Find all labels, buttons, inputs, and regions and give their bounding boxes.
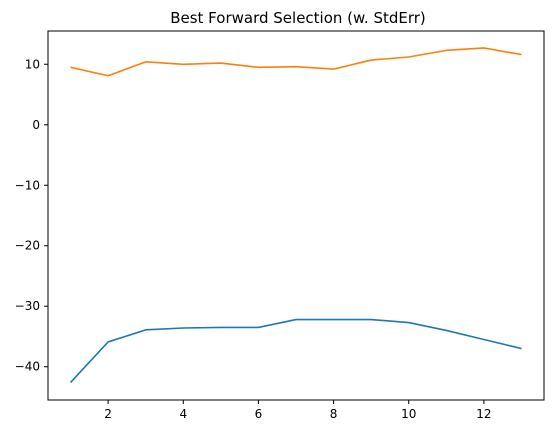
- series-line-2: [71, 48, 522, 76]
- y-axis: 10 0 −10 −20 −30 −40: [15, 57, 48, 373]
- series-line-1: [71, 320, 522, 383]
- x-tick-label: 12: [476, 407, 491, 421]
- chart-title: Best Forward Selection (w. StdErr): [170, 9, 426, 27]
- series-layer: [70, 48, 521, 383]
- x-tick-label: 10: [401, 407, 416, 421]
- y-tick-label: −20: [15, 239, 40, 253]
- y-tick-label: 0: [32, 118, 40, 132]
- x-tick-label: 6: [255, 407, 263, 421]
- y-tick-label: 10: [25, 57, 40, 71]
- x-tick-label: 4: [179, 407, 187, 421]
- plot-area-frame: [48, 31, 544, 400]
- x-axis: 2 4 6 8 10 12: [104, 400, 491, 421]
- x-tick-label: 8: [330, 407, 338, 421]
- y-tick-label: −30: [15, 299, 40, 313]
- x-tick-label: 2: [104, 407, 112, 421]
- y-tick-label: −10: [15, 178, 40, 192]
- y-tick-label: −40: [15, 360, 40, 374]
